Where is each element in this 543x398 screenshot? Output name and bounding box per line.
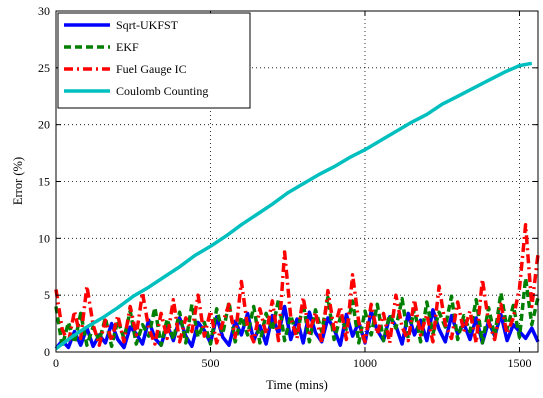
legend-label-3: Coulomb Counting [116, 84, 208, 98]
x-axis-label: Time (mins) [266, 378, 328, 392]
series-line-1 [54, 276, 540, 349]
legend: Sqrt-UKFST EKF Fuel Gauge IC Coulomb Counti… [57, 12, 251, 109]
series-group [54, 61, 540, 351]
legend-label-2: Fuel Gauge IC [116, 62, 187, 76]
legend-label-0: Sqrt-UKFST [116, 18, 179, 32]
y-tick-label: 15 [38, 175, 50, 189]
y-tick-label: 5 [44, 288, 50, 302]
axis-ticks: 0 500 1000 1500 0 5 10 15 20 25 30 [38, 4, 538, 370]
x-tick-label: 500 [201, 356, 219, 370]
x-tick-label: 1500 [507, 356, 531, 370]
y-tick-label: 20 [38, 118, 50, 132]
y-tick-label: 10 [38, 231, 50, 245]
x-tick-label: 0 [53, 356, 59, 370]
legend-label-1: EKF [116, 40, 139, 54]
y-tick-label: 25 [38, 61, 50, 75]
series-line-3 [54, 61, 533, 351]
y-tick-label: 0 [44, 345, 50, 359]
y-axis-label: Error (%) [11, 157, 25, 205]
series-line-2 [54, 222, 540, 347]
x-tick-label: 1000 [353, 356, 377, 370]
y-tick-label: 30 [38, 4, 50, 18]
